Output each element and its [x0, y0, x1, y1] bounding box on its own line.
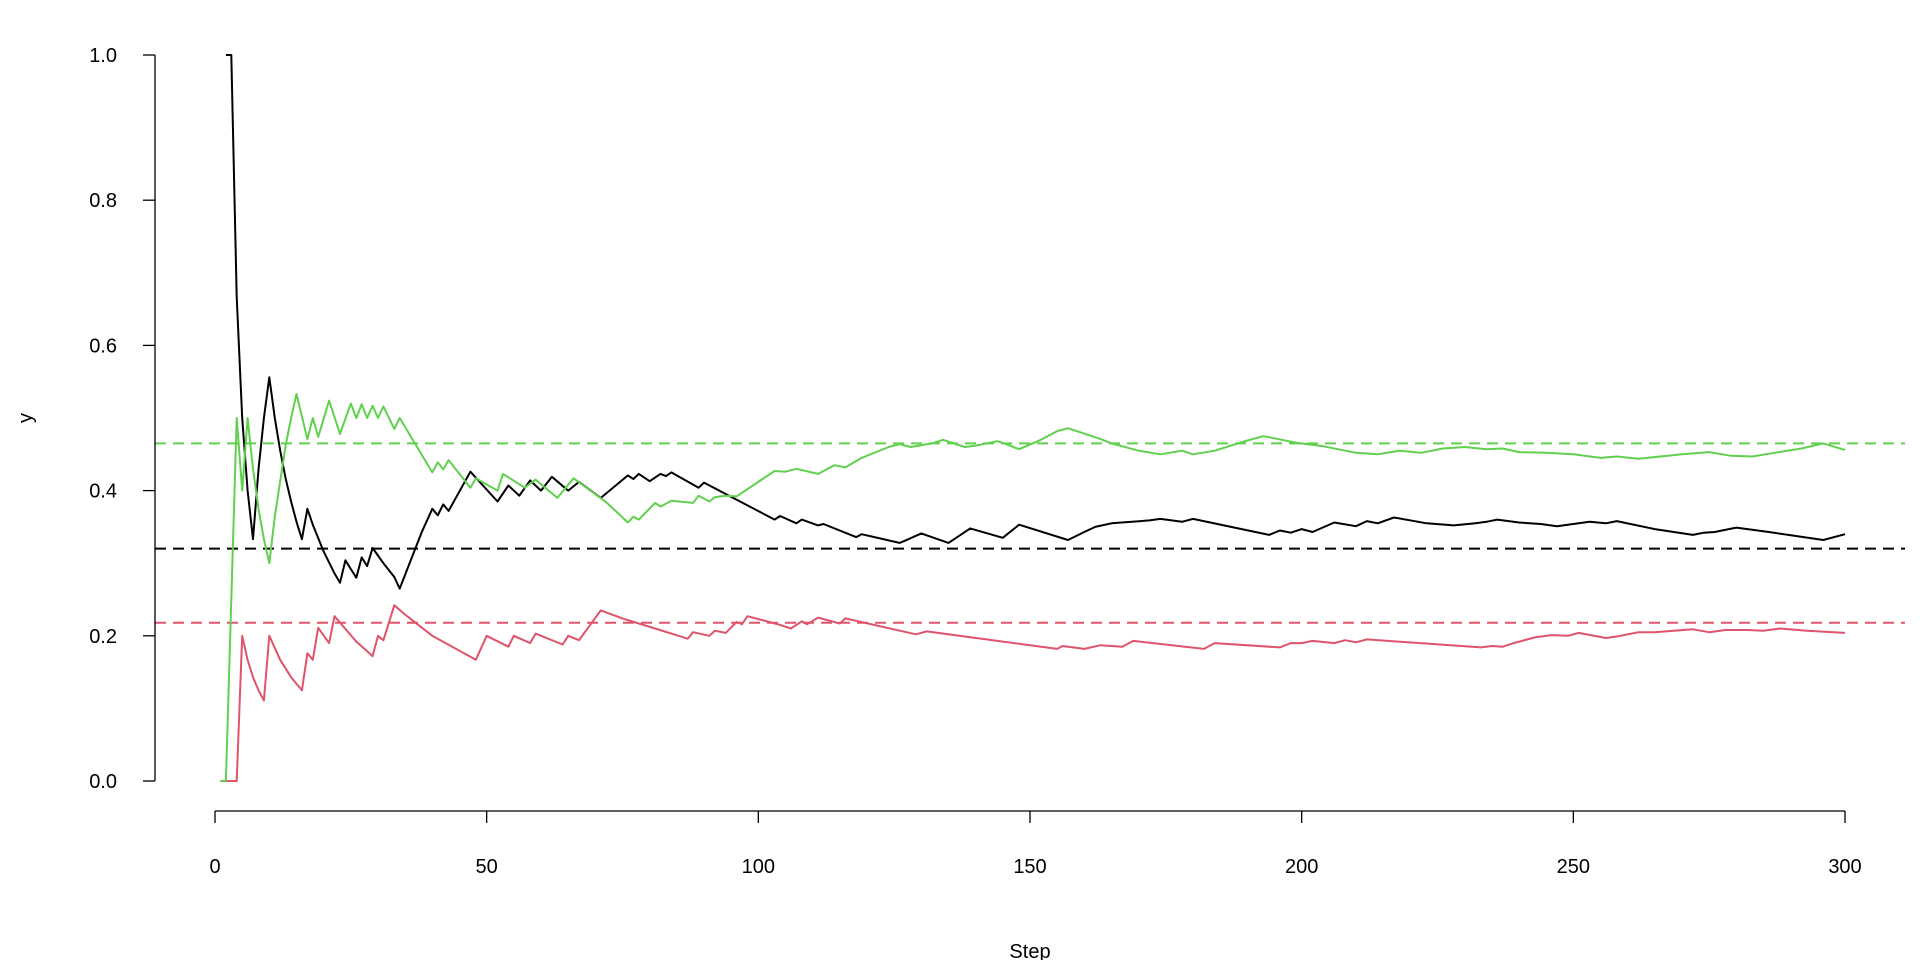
x-tick-label: 150 [1013, 856, 1046, 878]
x-tick-label: 100 [742, 856, 775, 878]
y-tick-label: 0.4 [89, 481, 117, 503]
y-tick-label: 0.8 [89, 190, 117, 212]
x-tick-label: 0 [209, 856, 220, 878]
series-line-1 [225, 54, 1846, 590]
y-axis-ticks: 0.0 0.2 0.4 0.6 0.8 1.0 [89, 45, 155, 793]
x-axis-ticks: 0 50 100 150 200 250 300 [209, 811, 1862, 878]
y-tick-label: 0.0 [89, 771, 117, 793]
y-tick-label: 1.0 [89, 45, 117, 67]
x-tick-label: 250 [1557, 856, 1590, 878]
x-tick-label: 200 [1285, 856, 1318, 878]
y-axis-title: y [15, 413, 37, 423]
x-axis-title: Step [1009, 941, 1050, 960]
series-line-2 [220, 604, 1846, 782]
series-line-3 [220, 393, 1846, 782]
x-tick-label: 300 [1828, 856, 1861, 878]
axes: 0.0 0.2 0.4 0.6 0.8 1.0 0 50 100 150 200 250 300 [89, 45, 1862, 878]
y-tick-label: 0.6 [89, 335, 117, 357]
x-tick-label: 50 [476, 856, 498, 878]
series-lines [220, 54, 1846, 782]
y-tick-label: 0.2 [89, 626, 117, 648]
reference-lines [155, 442, 1905, 624]
